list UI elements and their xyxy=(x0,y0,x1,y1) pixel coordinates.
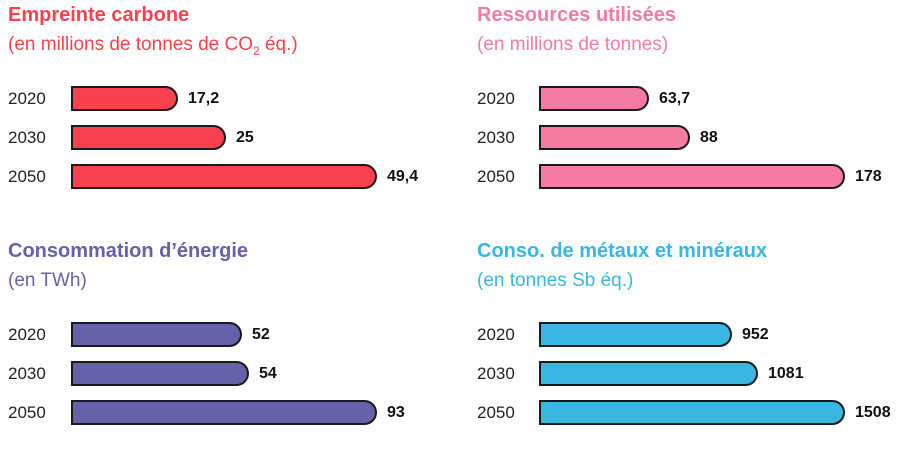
category-label: 2020 xyxy=(477,325,515,344)
data-label: 49,4 xyxy=(387,168,419,185)
data-label: 63,7 xyxy=(659,90,691,107)
chart-title: Ressources utilisées xyxy=(477,4,676,26)
data-label: 952 xyxy=(742,326,769,343)
bar xyxy=(71,164,377,189)
bar xyxy=(539,400,845,425)
category-label: 2050 xyxy=(8,167,46,186)
chart-subtitle: (en millions de tonnes de CO2 éq.) xyxy=(8,34,298,58)
category-label: 2030 xyxy=(8,128,46,147)
chart-panel-metals-minerals: Conso. de métaux et minéraux (en tonnes … xyxy=(477,240,897,440)
chart-subtitle: (en TWh) xyxy=(8,270,87,291)
chart-panel-resources-used: Ressources utilisées (en millions de ton… xyxy=(477,4,897,204)
chart-subtitle-subscript: 2 xyxy=(253,43,260,58)
category-label: 2020 xyxy=(8,89,46,108)
chart-title: Consommation d’énergie xyxy=(8,240,249,262)
category-label: 2020 xyxy=(8,325,46,344)
bar xyxy=(71,125,226,150)
data-label: 178 xyxy=(855,168,882,185)
bar xyxy=(539,125,690,150)
bar xyxy=(71,361,249,386)
bar xyxy=(539,322,732,347)
chart-title: Conso. de métaux et minéraux xyxy=(477,240,768,262)
category-label: 2020 xyxy=(477,89,515,108)
data-label: 1508 xyxy=(855,404,891,421)
category-label: 2050 xyxy=(477,167,515,186)
data-label: 52 xyxy=(252,326,270,343)
category-label: 2050 xyxy=(477,403,515,422)
data-label: 88 xyxy=(700,129,718,146)
chart-subtitle: (en millions de tonnes) xyxy=(477,34,669,55)
chart-subtitle-prefix: (en millions de tonnes de CO xyxy=(8,34,254,55)
data-label: 93 xyxy=(387,404,405,421)
chart-subtitle-suffix: éq.) xyxy=(259,34,298,55)
bar xyxy=(539,361,758,386)
data-label: 1081 xyxy=(768,365,804,382)
data-label: 17,2 xyxy=(188,90,220,107)
category-label: 2030 xyxy=(8,364,46,383)
category-label: 2030 xyxy=(477,128,515,147)
category-label: 2030 xyxy=(477,364,515,383)
chart-title: Empreinte carbone xyxy=(8,4,190,26)
bar xyxy=(539,164,845,189)
bar xyxy=(539,86,649,111)
bar xyxy=(71,86,178,111)
data-label: 54 xyxy=(259,365,277,382)
category-label: 2050 xyxy=(8,403,46,422)
chart-panel-carbon-footprint: Empreinte carbone (en millions de tonnes… xyxy=(8,4,428,204)
chart-subtitle: (en tonnes Sb éq.) xyxy=(477,270,634,291)
bar xyxy=(71,400,377,425)
data-label: 25 xyxy=(236,129,254,146)
bar xyxy=(71,322,242,347)
chart-panel-energy-consumption: Consommation d’énergie (en TWh) 2020 52 20… xyxy=(8,240,428,440)
